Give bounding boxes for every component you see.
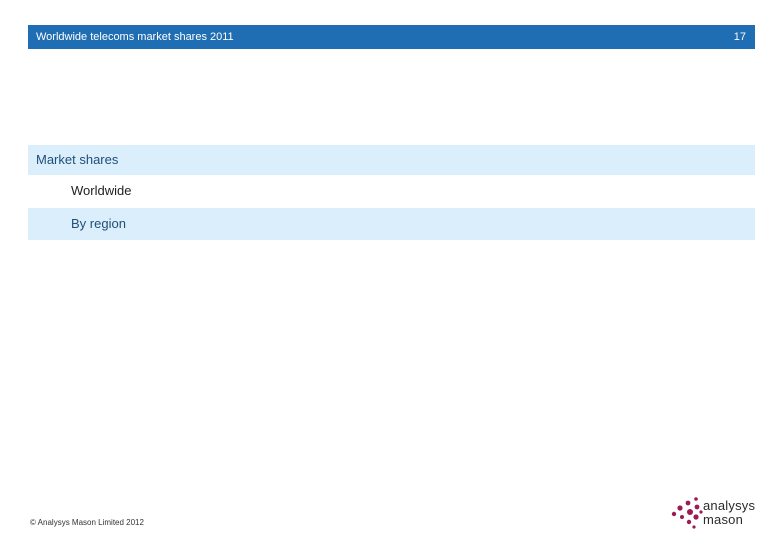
logo-word-analysys: analysys [703,498,756,513]
header-bar: Worldwide telecoms market shares 2011 17 [28,25,755,49]
agenda-item-worldwide: Worldwide [28,176,755,206]
analysys-mason-logo: analysys mason [670,494,760,530]
copyright-footer: © Analysys Mason Limited 2012 [30,518,144,527]
slide-title: Worldwide telecoms market shares 2011 [36,31,234,43]
logo-dots-icon [671,497,703,529]
agenda-item-by-region: By region [28,208,755,240]
logo-word-mason: mason [703,512,744,527]
page-number: 17 [733,31,746,43]
agenda-item-market-shares: Market shares [28,145,755,175]
